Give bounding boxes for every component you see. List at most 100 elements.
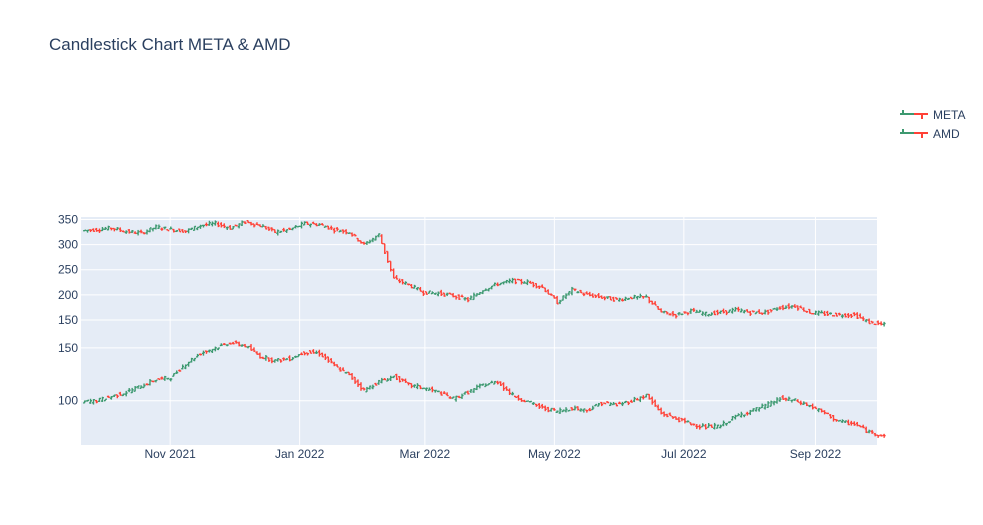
- ohlc-bar-amd: [647, 393, 651, 400]
- ohlc-bar-meta: [632, 294, 636, 299]
- ohlc-bar-meta: [311, 221, 315, 225]
- ohlc-bar-meta: [472, 292, 476, 301]
- ohlc-bar-amd: [870, 429, 874, 434]
- ohlc-bar-meta: [243, 221, 247, 225]
- ohlc-bar-meta: [796, 305, 800, 311]
- ohlc-bar-amd: [552, 407, 556, 411]
- ohlc-bar-amd: [323, 353, 327, 361]
- ohlc-bar-meta: [308, 223, 312, 228]
- ohlc-bar-amd: [243, 343, 247, 348]
- ohlc-bar-amd: [404, 378, 408, 383]
- plot-panels: 150 200 250 300 350 100 150: [58, 213, 886, 445]
- ohlc-bar-meta: [151, 227, 155, 232]
- ohlc-bar-amd: [368, 385, 372, 390]
- ohlc-bar-amd: [733, 414, 737, 420]
- x-axis: Nov 2021 Jan 2022 Mar 2022 May 2022 Jul 2022…: [144, 447, 841, 461]
- ohlc-bar-meta: [252, 223, 256, 228]
- ohlc-bar-meta: [359, 240, 363, 244]
- panel-amd: 100 150: [58, 330, 886, 445]
- ohlc-bar-amd: [775, 397, 779, 404]
- ohlc-bar-meta: [344, 229, 348, 235]
- ohlc-bar-amd: [745, 411, 749, 416]
- ohlc-bar-amd: [505, 386, 509, 391]
- ohlc-bar-meta: [267, 226, 271, 231]
- ohlc-bar-amd: [671, 416, 675, 420]
- ohlc-bar-amd: [710, 424, 714, 428]
- ohlc-bar-amd: [677, 416, 681, 423]
- ohlc-bar-meta: [626, 297, 630, 300]
- ohlc-bar-amd: [187, 361, 191, 367]
- ohlc-bar-amd: [338, 366, 342, 372]
- ohlc-bar-meta: [820, 310, 824, 314]
- ohlc-bar-meta: [710, 312, 714, 316]
- ohlc-bar-amd: [546, 406, 550, 413]
- ohlc-bar-meta: [380, 234, 384, 245]
- ohlc-bar-amd: [689, 422, 693, 426]
- ohlc-bar-amd: [288, 355, 292, 362]
- ohlc-bar-meta: [635, 295, 639, 300]
- legend-item-amd[interactable]: AMD: [900, 127, 960, 141]
- ohlc-bar-amd: [612, 401, 616, 406]
- ohlc-bar-amd: [184, 364, 188, 370]
- ohlc-bar-amd: [629, 399, 633, 403]
- ohlc-bar-meta: [612, 296, 616, 302]
- ohlc-bar-meta: [754, 311, 758, 315]
- ohlc-bar-amd: [796, 399, 800, 403]
- ohlc-bar-amd: [769, 400, 773, 407]
- ohlc-bar-amd: [201, 350, 205, 356]
- ohlc-bar-amd: [837, 419, 841, 422]
- ohlc-bar-meta: [451, 292, 455, 298]
- legend-item-meta[interactable]: META: [900, 108, 965, 122]
- ohlc-bar-amd: [858, 424, 862, 428]
- ohlc-bar-meta: [442, 292, 446, 297]
- ohlc-bar-amd: [380, 377, 384, 384]
- ohlc-bar-meta: [496, 282, 500, 287]
- ohlc-bar-meta: [582, 292, 586, 297]
- ohlc-bar-amd: [261, 356, 265, 360]
- ohlc-bar-amd: [499, 381, 503, 386]
- ohlc-bar-amd: [695, 424, 699, 430]
- legend[interactable]: META AMD: [900, 108, 965, 141]
- ohlc-bar-amd: [133, 385, 137, 392]
- ohlc-bar-meta: [817, 310, 821, 316]
- ohlc-bar-amd: [867, 429, 871, 434]
- ohlc-bar-amd: [644, 393, 648, 398]
- ohlc-bar-meta: [564, 293, 568, 300]
- ohlc-bar-meta: [799, 305, 803, 309]
- ohlc-bar-amd: [398, 376, 402, 383]
- ohlc-bar-amd: [742, 414, 746, 418]
- ohlc-bar-amd: [112, 394, 116, 397]
- ohlc-bar-meta: [534, 283, 538, 289]
- ohlc-bar-amd: [154, 379, 158, 383]
- ohlc-bar-amd: [594, 403, 598, 407]
- ohlc-bar-meta: [689, 308, 693, 314]
- ohlc-bar-amd: [109, 396, 113, 400]
- y-tick-label-amd: 100: [58, 394, 78, 408]
- y-tick-label-meta: 200: [58, 288, 78, 302]
- ohlc-bar-meta: [487, 287, 491, 292]
- ohlc-bar-meta: [166, 228, 170, 232]
- ohlc-bar-meta: [826, 310, 830, 316]
- ohlc-bar-amd: [249, 344, 253, 351]
- ohlc-bar-meta: [133, 231, 137, 235]
- ohlc-bar-meta: [514, 278, 518, 285]
- y-tick-label-meta: 250: [58, 263, 78, 277]
- ohlc-bar-meta: [404, 281, 408, 285]
- ohlc-bar-meta: [347, 232, 351, 234]
- ohlc-bar-meta: [716, 309, 720, 316]
- ohlc-bar-amd: [573, 405, 577, 411]
- ohlc-bar-meta: [341, 229, 345, 234]
- ohlc-bar-amd: [790, 399, 794, 403]
- ohlc-bar-amd: [225, 344, 229, 347]
- ohlc-bar-amd: [707, 422, 711, 428]
- ohlc-bar-meta: [620, 298, 624, 302]
- ohlc-bar-meta: [106, 225, 110, 231]
- ohlc-bar-meta: [139, 229, 143, 234]
- ohlc-bar-amd: [374, 382, 378, 386]
- ohlc-bar-meta: [326, 225, 330, 230]
- ohlc-bar-meta: [656, 305, 660, 310]
- ohlc-bar-amd: [463, 391, 467, 395]
- ohlc-bar-meta: [415, 287, 419, 291]
- ohlc-bar-meta: [163, 226, 167, 230]
- ohlc-bar-meta: [722, 308, 726, 314]
